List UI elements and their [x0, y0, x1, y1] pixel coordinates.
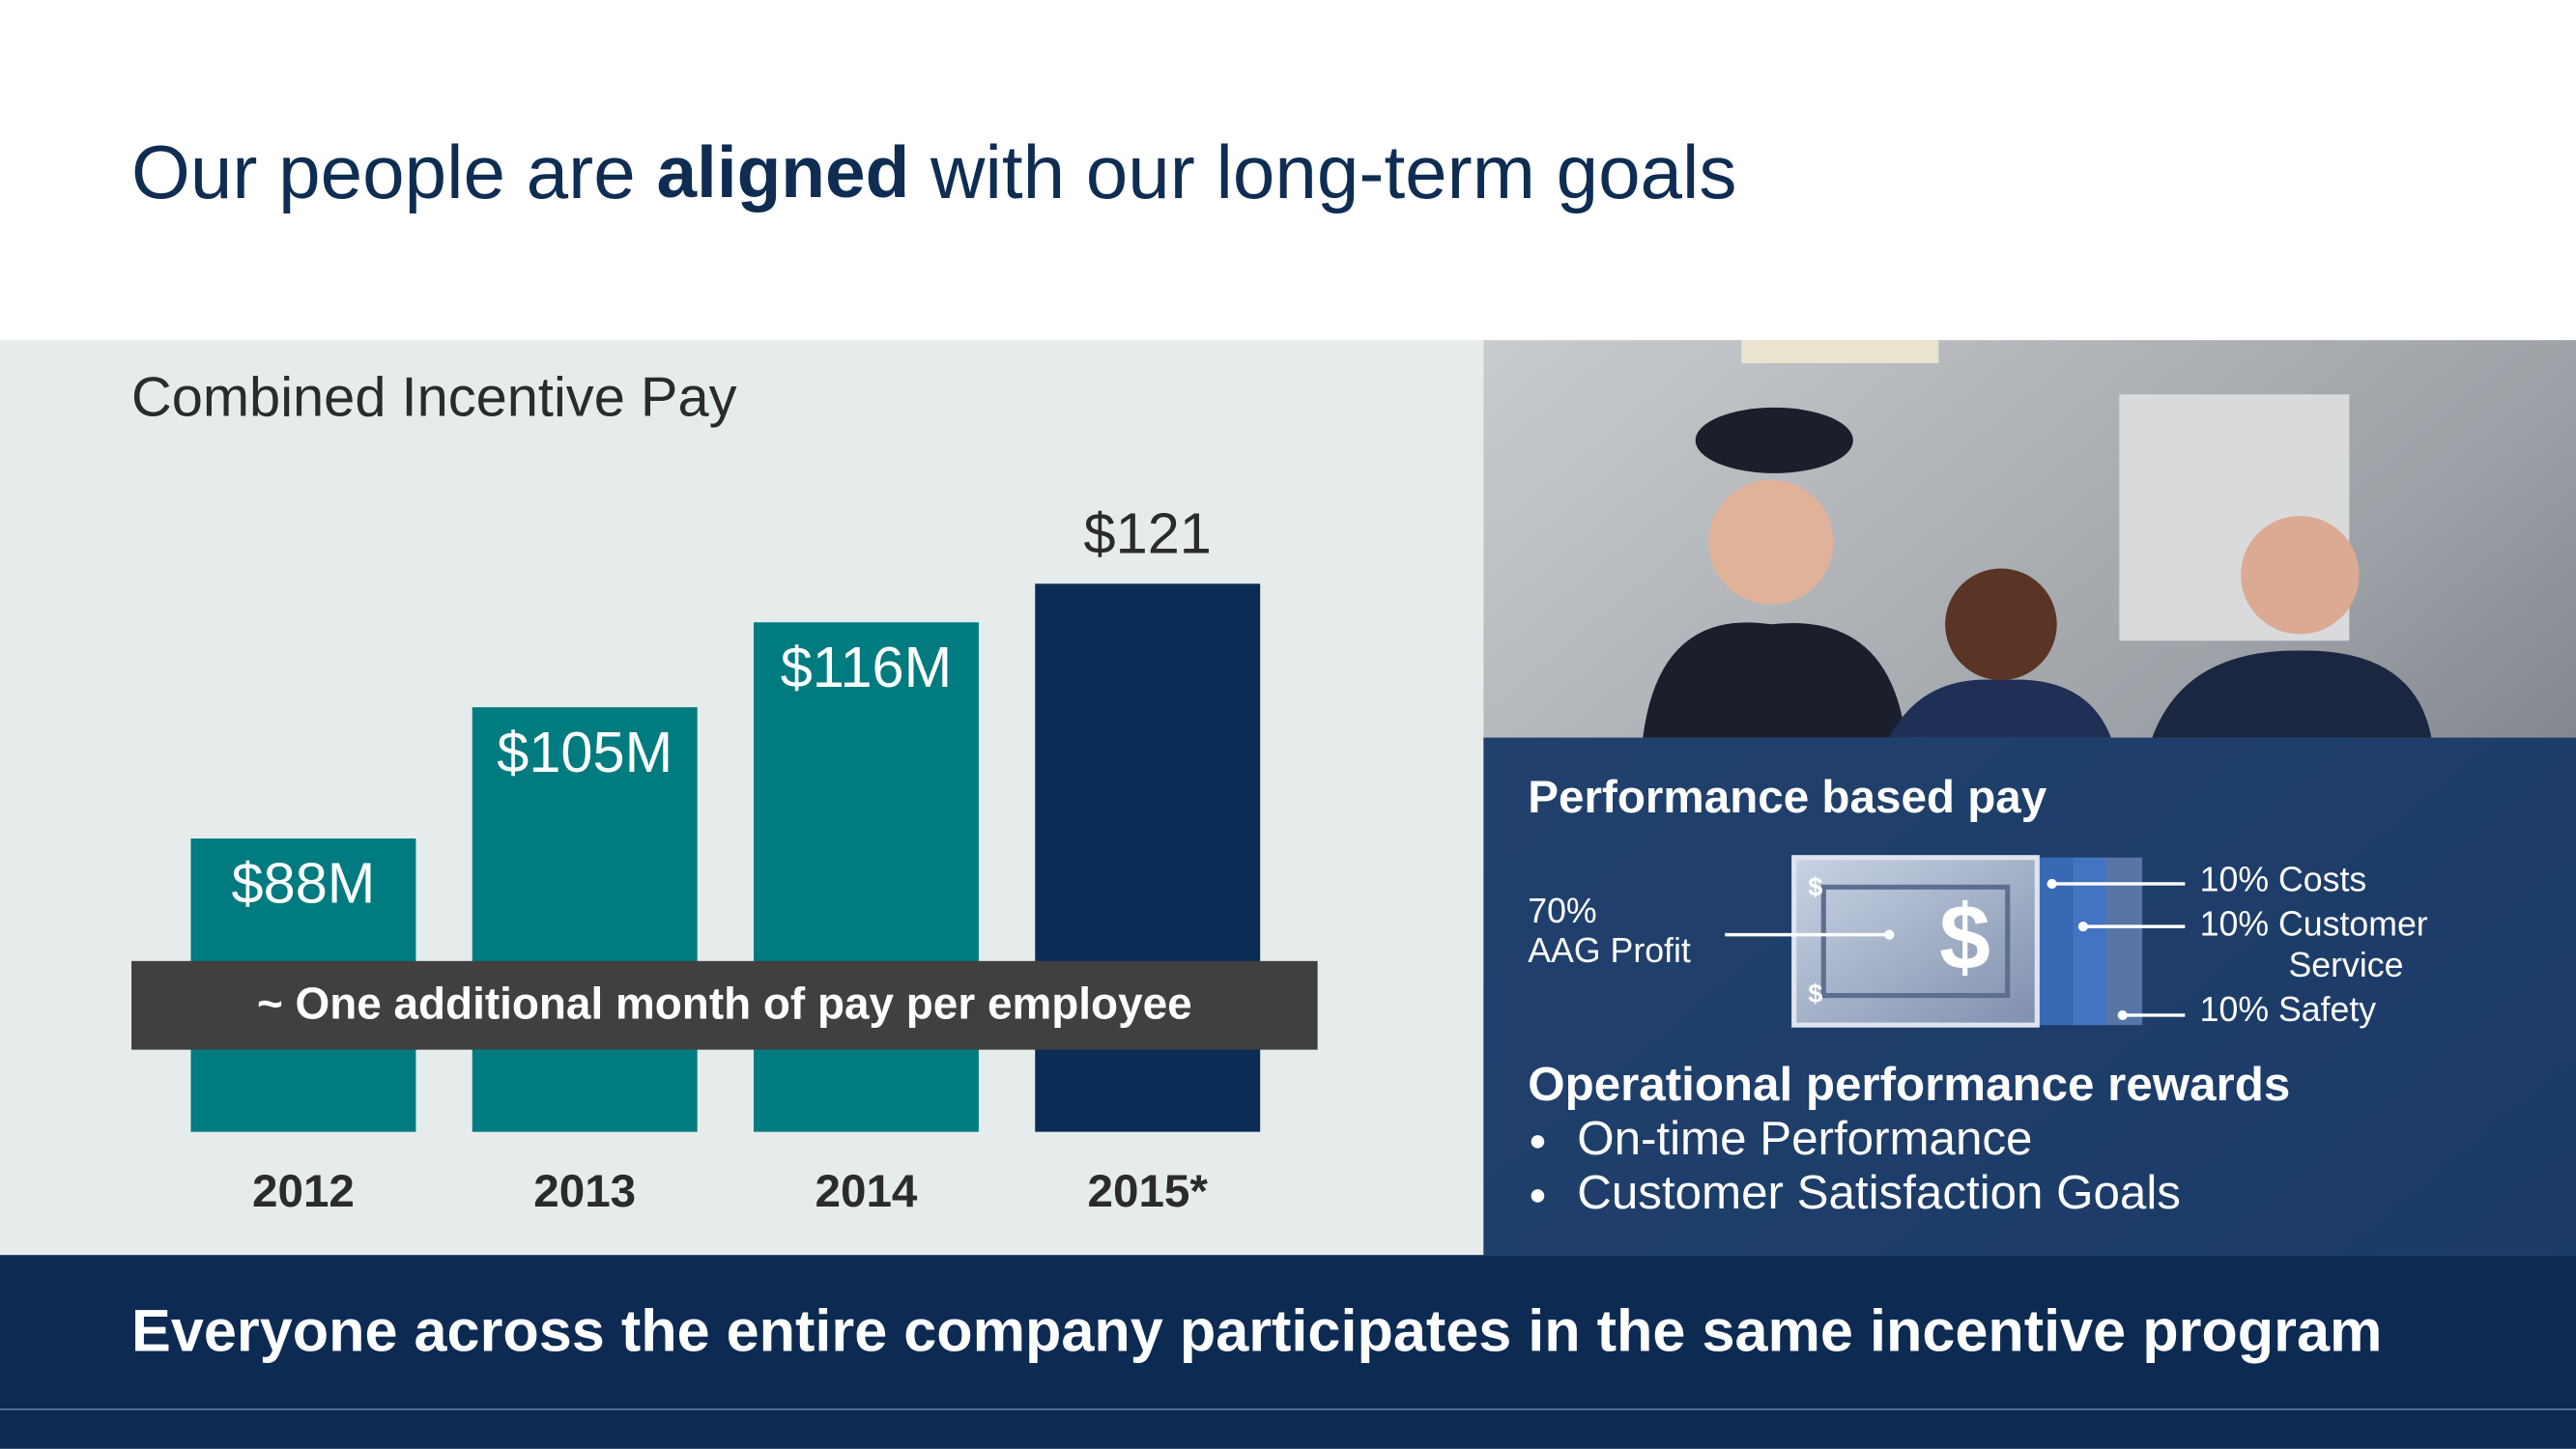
bar: [472, 707, 698, 1132]
value-label: $105M: [497, 720, 673, 784]
slide-title: Our people are aligned with our long-ter…: [131, 128, 1737, 213]
bullet-text: Customer Satisfaction Goals: [1577, 1166, 2181, 1219]
value-label: $88M: [232, 851, 376, 916]
x-tick-label: 2013: [533, 1166, 636, 1217]
header-bg: [0, 0, 2576, 341]
split-item: 10% Costs: [2200, 861, 2367, 899]
split-label: AAG Profit: [1528, 931, 1691, 970]
photo-people: [1643, 407, 2432, 738]
bullet: [1531, 1189, 1545, 1203]
footer-text: Everyone across the entire company parti…: [131, 1298, 2382, 1364]
value-label: $121: [1084, 500, 1212, 565]
bullet: [1531, 1135, 1545, 1149]
title-part: Our people are: [131, 128, 656, 213]
title-part: with our long-term goals: [909, 128, 1736, 213]
split-item: 10% Safety: [2200, 990, 2377, 1029]
rewards-title: Operational performance rewards: [1528, 1058, 2290, 1111]
split-item: 10% Customer: [2200, 905, 2428, 944]
svg-text:$: $: [1939, 887, 1990, 989]
value-label: $116M: [781, 635, 953, 699]
svg-text:$: $: [1808, 979, 1822, 1009]
split-item: Service: [2288, 946, 2403, 984]
panel-title: Performance based pay: [1528, 772, 2047, 823]
bullet-text: On-time Performance: [1577, 1112, 2032, 1165]
chart-title: Combined Incentive Pay: [131, 366, 737, 428]
split-label: 70%: [1528, 892, 1596, 930]
photo-light: [1741, 340, 1939, 363]
annotation: ~ One additional month of pay per employ…: [257, 979, 1192, 1029]
title-emphasis: aligned: [656, 131, 909, 213]
svg-text:$: $: [1808, 871, 1822, 901]
bar-group: $88M 2012 $105M 2013 $116M 2014 $121 2015*: [190, 500, 1261, 1217]
x-tick-label: 2014: [816, 1166, 918, 1217]
x-tick-label: 2015*: [1088, 1166, 1209, 1217]
annotation-box: [131, 960, 1318, 1050]
footer-bg: [0, 1255, 2576, 1449]
x-tick-label: 2012: [252, 1166, 355, 1217]
money-icon: $ $ $: [1725, 855, 2186, 1028]
